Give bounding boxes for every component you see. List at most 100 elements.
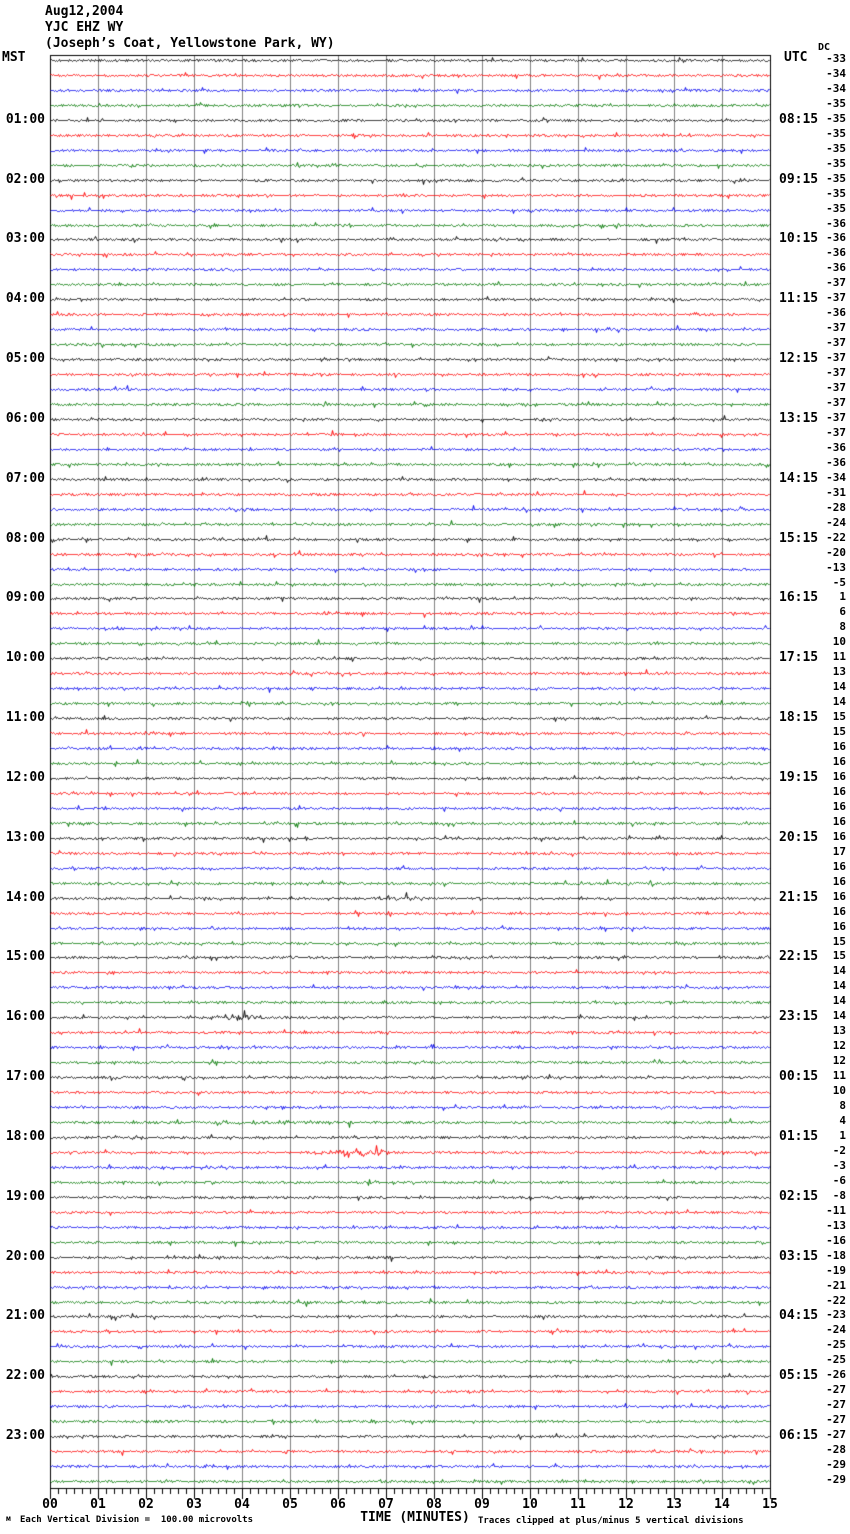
corner-mark: м (6, 1514, 11, 1523)
dc-value: 16 (832, 800, 846, 813)
dc-value: -35 (826, 142, 846, 155)
dc-value: -31 (826, 486, 846, 499)
dc-value: -34 (826, 67, 846, 80)
x-tick-label: 07 (378, 1497, 394, 1512)
dc-value: -37 (826, 411, 846, 424)
dc-value: -13 (826, 561, 846, 574)
mst-hour-label: 08:00 (5, 531, 45, 546)
dc-value: -27 (826, 1383, 846, 1396)
utc-hour-label: 20:15 (779, 830, 819, 845)
mst-hour-label: 10:00 (5, 650, 45, 665)
dc-value: -37 (826, 366, 846, 379)
dc-value: 16 (832, 755, 846, 768)
dc-value: 1 (839, 590, 846, 603)
dc-value: -6 (832, 1174, 846, 1187)
x-tick-label: 05 (282, 1497, 298, 1512)
dc-value: -35 (826, 172, 846, 185)
mst-hour-label: 02:00 (5, 172, 45, 187)
dc-value: -20 (826, 546, 846, 559)
dc-value: -36 (826, 441, 846, 454)
utc-hour-label: 15:15 (779, 531, 819, 546)
mst-hour-label: 17:00 (5, 1069, 45, 1084)
utc-hour-label: 11:15 (779, 291, 819, 306)
dc-value: -35 (826, 97, 846, 110)
dc-value: 16 (832, 875, 846, 888)
dc-value: -25 (826, 1353, 846, 1366)
mst-hour-label: 01:00 (5, 112, 45, 127)
station-location: (Joseph’s Coat, Yellowstone Park, WY) (45, 36, 335, 51)
dc-value: -34 (826, 471, 846, 484)
x-axis-title: TIME (MINUTES) (360, 1510, 470, 1525)
dc-value: 16 (832, 740, 846, 753)
dc-value: 15 (832, 725, 846, 738)
left-axis-header: MST (2, 50, 26, 65)
dc-value: 14 (832, 994, 846, 1007)
x-tick-label: 13 (666, 1497, 682, 1512)
dc-value: 4 (839, 1114, 846, 1127)
dc-value: -33 (826, 52, 846, 65)
x-tick-label: 03 (186, 1497, 202, 1512)
scale-note: Each Vertical Division = 100.00 microvol… (20, 1515, 253, 1525)
dc-value: -37 (826, 426, 846, 439)
dc-value: -36 (826, 306, 846, 319)
mst-hour-label: 12:00 (5, 770, 45, 785)
dc-value: 16 (832, 890, 846, 903)
clip-note: Traces clipped at plus/minus 5 vertical … (478, 1516, 744, 1526)
utc-hour-label: 04:15 (779, 1308, 819, 1323)
mst-hour-label: 09:00 (5, 590, 45, 605)
mst-hour-label: 19:00 (5, 1189, 45, 1204)
dc-value: -37 (826, 336, 846, 349)
dc-value: 12 (832, 1039, 846, 1052)
mst-hour-label: 03:00 (5, 231, 45, 246)
dc-value: -27 (826, 1413, 846, 1426)
x-tick-label: 00 (42, 1497, 58, 1512)
dc-value: -23 (826, 1308, 846, 1321)
dc-value: -27 (826, 1398, 846, 1411)
dc-value: -21 (826, 1279, 846, 1292)
dc-value: 17 (832, 845, 846, 858)
mst-hour-label: 05:00 (5, 351, 45, 366)
dc-value: 8 (839, 1099, 846, 1112)
dc-value: -37 (826, 276, 846, 289)
utc-hour-label: 18:15 (779, 710, 819, 725)
dc-value: -18 (826, 1249, 846, 1262)
mst-hour-label: 18:00 (5, 1129, 45, 1144)
mst-hour-label: 07:00 (5, 471, 45, 486)
mst-hour-label: 04:00 (5, 291, 45, 306)
dc-value: -36 (826, 456, 846, 469)
dc-value: -37 (826, 321, 846, 334)
dc-column-header: DC (818, 42, 831, 53)
dc-value: 15 (832, 949, 846, 962)
dc-value: -37 (826, 396, 846, 409)
utc-hour-label: 09:15 (779, 172, 819, 187)
dc-value: -35 (826, 157, 846, 170)
x-tick-label: 06 (330, 1497, 346, 1512)
dc-value: -35 (826, 187, 846, 200)
dc-value: -22 (826, 1294, 846, 1307)
record-date: Aug12,2004 (45, 4, 124, 19)
x-tick-label: 01 (90, 1497, 106, 1512)
dc-value: -27 (826, 1428, 846, 1441)
dc-value: 16 (832, 815, 846, 828)
dc-value: -36 (826, 217, 846, 230)
dc-value: -26 (826, 1368, 846, 1381)
utc-hour-label: 06:15 (779, 1428, 819, 1443)
dc-value: -5 (832, 576, 846, 589)
mst-hour-label: 15:00 (5, 949, 45, 964)
x-tick-label: 10 (522, 1497, 538, 1512)
utc-hour-label: 08:15 (779, 112, 819, 127)
x-tick-label: 04 (234, 1497, 250, 1512)
mst-hour-label: 20:00 (5, 1249, 45, 1264)
dc-value: 12 (832, 1054, 846, 1067)
dc-value: 15 (832, 935, 846, 948)
dc-value: -36 (826, 231, 846, 244)
dc-value: -2 (832, 1144, 846, 1157)
utc-hour-label: 12:15 (779, 351, 819, 366)
utc-hour-label: 00:15 (779, 1069, 819, 1084)
dc-value: 16 (832, 920, 846, 933)
dc-value: -8 (832, 1189, 846, 1202)
dc-value: -24 (826, 516, 846, 529)
dc-value: 15 (832, 710, 846, 723)
